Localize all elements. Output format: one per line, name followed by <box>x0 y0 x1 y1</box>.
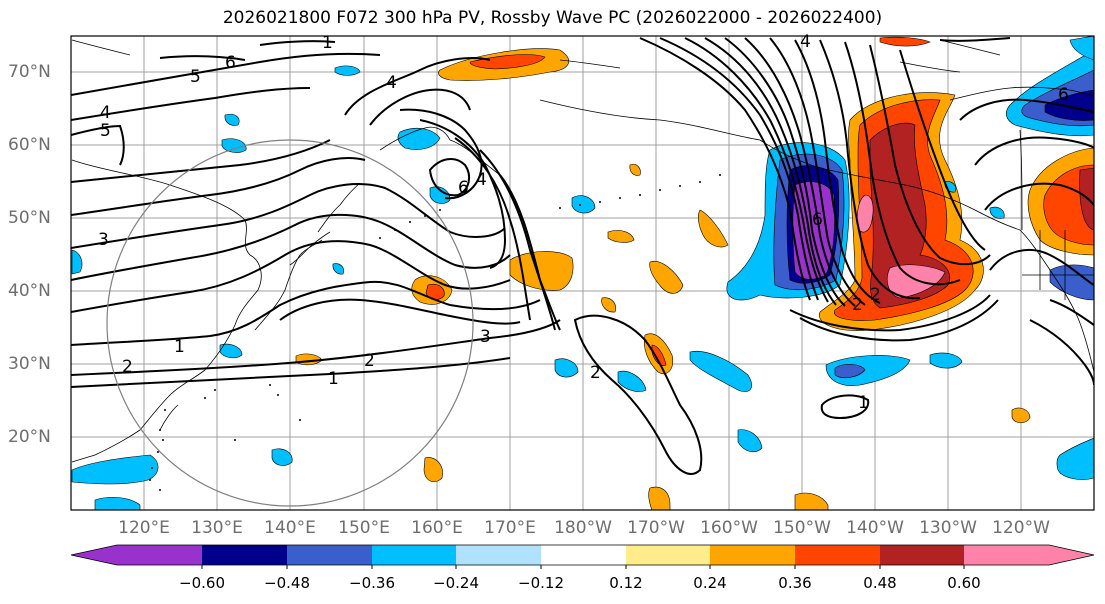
lon-label: 150°W <box>773 518 831 538</box>
colorbar <box>70 544 1095 569</box>
colorbar-segment <box>880 545 964 565</box>
contour-label: 1 <box>174 337 185 357</box>
lon-label: 160°W <box>700 518 758 538</box>
lon-label: 140°W <box>846 518 904 538</box>
contour-label: 2 <box>122 357 133 377</box>
colorbar-tick-label: −0.48 <box>264 574 310 592</box>
lat-label: 40°N <box>8 281 51 301</box>
contour-label: 5 <box>190 67 201 87</box>
contour-label: 1 <box>322 33 333 53</box>
colorbar-tick-label: 0.36 <box>778 574 812 592</box>
contour-label: 2 <box>590 363 601 383</box>
colorbar-tick-label: −0.36 <box>349 574 395 592</box>
colorbar-tick-label: −0.12 <box>518 574 564 592</box>
colorbar-segment <box>964 545 1049 565</box>
colorbar-extend-max <box>1049 545 1094 565</box>
contour-label: 2 <box>870 285 881 305</box>
map-border <box>70 35 1095 511</box>
colorbar-tick-label: 0.24 <box>693 574 727 592</box>
colorbar-segment <box>372 545 456 565</box>
contour-label: 6 <box>812 210 823 230</box>
contour-label: 3 <box>98 230 109 250</box>
lon-label: 170°E <box>484 518 536 538</box>
lon-label: 180°W <box>554 518 612 538</box>
lon-label: 150°E <box>338 518 390 538</box>
contour-label: 6 <box>1058 85 1069 105</box>
pv-anomaly-shading <box>71 36 1094 510</box>
contour-label: 4 <box>386 73 397 93</box>
island-chains <box>149 174 721 491</box>
colorbar-tick-label: 0.12 <box>609 574 643 592</box>
pv-contours <box>71 37 1094 475</box>
colorbar-tick-label: 0.60 <box>947 574 981 592</box>
contour-label: 1 <box>858 393 869 413</box>
colorbar-segment <box>456 545 541 565</box>
colorbar-tick-label: −0.24 <box>433 574 479 592</box>
lon-label: 170°W <box>627 518 685 538</box>
contour-label: 4 <box>800 32 811 52</box>
contour-label: 6 <box>458 178 469 198</box>
lon-label: 140°E <box>264 518 316 538</box>
contour-label: 5 <box>100 121 111 141</box>
reference-circle <box>106 139 474 507</box>
colorbar-segment <box>795 545 880 565</box>
colorbar-segment <box>710 545 795 565</box>
contour-label: 2 <box>852 295 863 315</box>
lon-label: 120°E <box>118 518 170 538</box>
map-title: 2026021800 F072 300 hPa PV, Rossby Wave … <box>222 8 883 28</box>
lon-label: 160°E <box>411 518 463 538</box>
colorbar-extend-min <box>71 545 117 565</box>
lat-label: 30°N <box>8 354 51 374</box>
lon-label: 120°W <box>992 518 1050 538</box>
contour-label: 4 <box>476 170 487 190</box>
contour-label: 6 <box>225 53 236 73</box>
contour-label: 2 <box>364 351 375 371</box>
colorbar-segment <box>287 545 372 565</box>
lat-label: 60°N <box>8 135 51 155</box>
colorbar-segment <box>541 545 626 565</box>
colorbar-segment <box>202 545 287 565</box>
lat-label: 50°N <box>8 208 51 228</box>
contour-label: 1 <box>328 369 339 389</box>
lat-label: 70°N <box>8 62 51 82</box>
lon-label: 130°E <box>191 518 243 538</box>
colorbar-tick-label: −0.60 <box>179 574 225 592</box>
lon-label: 130°W <box>919 518 977 538</box>
colorbar-segment <box>626 545 710 565</box>
lat-label: 20°N <box>8 427 51 447</box>
contour-labels: 1 6 5 4 5 4 6 4 3 1 2 2 1 3 2 4 6 2 2 1 … <box>98 32 1069 413</box>
colorbar-tick-label: 0.48 <box>863 574 897 592</box>
contour-label: 3 <box>480 327 491 347</box>
colorbar-segment <box>117 545 202 565</box>
contour-label: 4 <box>100 103 111 123</box>
